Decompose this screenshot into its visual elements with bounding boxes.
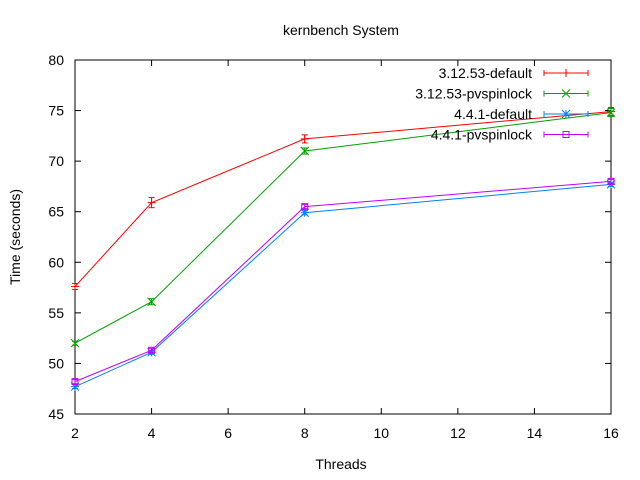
y-axis-label: Time (seconds) [7,189,23,285]
data-point [300,134,309,143]
series-line [74,111,612,287]
y-tick-label: 70 [48,153,64,169]
x-tick-label: 14 [527,425,543,441]
legend-label: 4.4.1-pvspinlock [431,127,533,143]
data-point [71,378,79,386]
data-point [148,346,156,354]
legend-marker [561,109,571,119]
series-4 [71,177,615,386]
x-tick-label: 10 [373,425,389,441]
y-tick-label: 55 [48,305,64,321]
series-line [74,183,612,388]
x-tick-label: 6 [224,425,232,441]
x-tick-label: 8 [301,425,309,441]
y-tick-label: 65 [48,204,64,220]
data-point [71,282,79,291]
x-tick-label: 4 [148,425,156,441]
x-tick-label: 16 [603,425,619,441]
data-point [70,338,80,348]
x-axis-label: Threads [315,456,366,472]
legend-marker [562,131,570,138]
plot-frame [74,59,612,415]
legend-marker [561,89,571,98]
x-tick-label: 12 [450,425,466,441]
data-point [606,108,616,117]
y-tick-label: 50 [48,355,64,371]
series-line [74,112,612,344]
x-tick-label: 2 [71,425,79,441]
legend-label: 4.4.1-default [454,106,532,122]
legend-label: 3.12.53-default [439,65,533,81]
legend-marker [562,69,570,77]
chart-title: kernbench System [283,22,399,38]
y-tick-label: 60 [48,254,64,270]
plot-area: 2 4 6 8 10 12 14 16 45 50 55 60 65 70 75 80 3.12.53-defa… [48,52,619,441]
data-point [607,177,615,185]
y-tick-label: 80 [48,52,64,68]
legend: 3.12.53-default 3.12.53-pvspinlock 4.4.1-d… [415,65,589,143]
data-point [301,203,309,211]
data-point [147,198,156,207]
legend-label: 3.12.53-pvspinlock [415,86,533,102]
data-point [300,146,310,156]
series-line [74,180,612,383]
data-point [147,297,156,307]
series-3 [70,180,616,392]
y-tick-label: 45 [48,406,64,422]
series-1 [71,107,615,291]
y-tick-label: 75 [48,103,64,119]
series-2 [70,108,616,348]
